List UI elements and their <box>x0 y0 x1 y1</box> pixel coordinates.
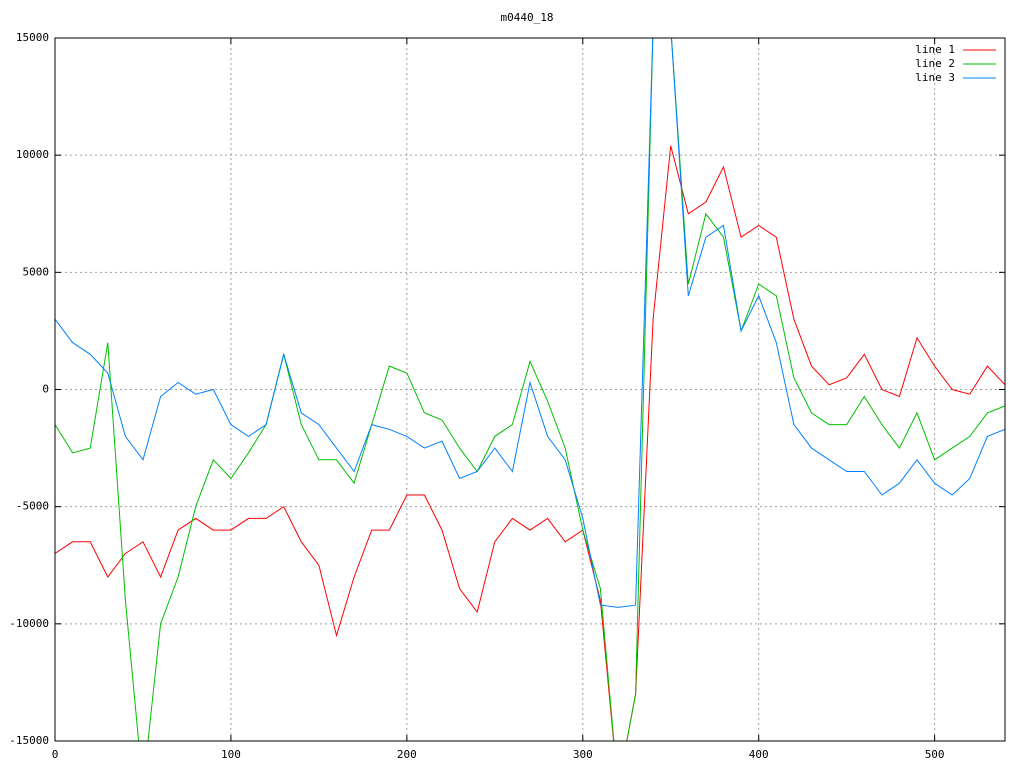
y-tick-label: -15000 <box>9 734 49 747</box>
data-line <box>55 38 1005 608</box>
legend-label: line 1 <box>915 43 955 56</box>
y-tick-label: 0 <box>42 383 49 396</box>
x-tick-label: 200 <box>397 748 417 761</box>
y-tick-label: -5000 <box>16 500 49 513</box>
y-tick-label: 10000 <box>16 148 49 161</box>
grid <box>54 37 1005 742</box>
x-tick-label: 500 <box>925 748 945 761</box>
chart-title: m0440_18 <box>501 11 554 24</box>
legend-label: line 2 <box>915 57 955 70</box>
data-line <box>55 38 1005 741</box>
x-tick-label: 300 <box>573 748 593 761</box>
legend-label: line 3 <box>915 71 955 84</box>
y-tick-label: -10000 <box>9 617 49 630</box>
y-tick-label: 15000 <box>16 31 49 44</box>
y-tick-label: 5000 <box>23 265 50 278</box>
plot-area <box>55 38 1005 741</box>
x-tick-label: 400 <box>749 748 769 761</box>
x-tick-label: 0 <box>52 748 59 761</box>
x-tick-label: 100 <box>221 748 241 761</box>
data-line <box>55 145 1005 741</box>
